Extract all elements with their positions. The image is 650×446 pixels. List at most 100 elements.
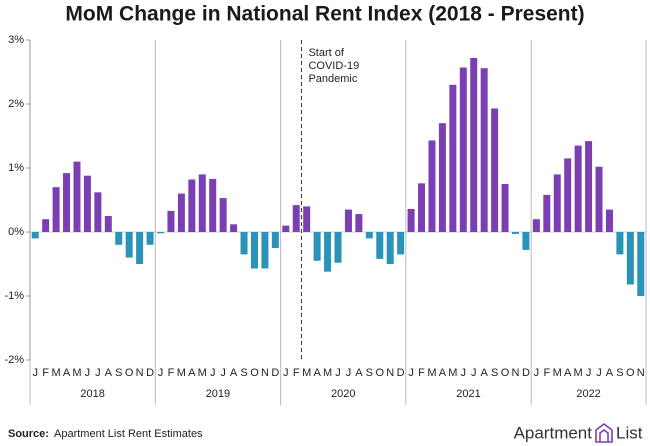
bar xyxy=(240,232,248,255)
source-label: Source: xyxy=(8,428,49,440)
bar xyxy=(480,68,488,232)
bar xyxy=(209,178,217,232)
x-tick-label: J xyxy=(534,367,540,379)
x-tick-label: O xyxy=(375,367,384,379)
x-tick-label: S xyxy=(616,367,623,379)
x-tick-label: S xyxy=(115,367,122,379)
bar xyxy=(94,192,102,232)
bar xyxy=(365,232,373,239)
bar xyxy=(104,216,112,232)
year-label: 2022 xyxy=(576,388,600,400)
x-tick-label: F xyxy=(293,367,300,379)
bar xyxy=(491,108,499,232)
logo-text: Apartment xyxy=(514,423,593,442)
annotation: COVID-19 xyxy=(308,60,359,72)
bar xyxy=(198,174,206,232)
x-tick-label: O xyxy=(125,367,134,379)
x-tick-label: N xyxy=(136,367,144,379)
x-tick-label: F xyxy=(543,367,550,379)
x-tick-label: M xyxy=(52,367,61,379)
bar xyxy=(595,166,603,232)
bar xyxy=(470,57,478,232)
x-tick-label: A xyxy=(355,367,363,379)
bar xyxy=(31,232,39,239)
bar xyxy=(73,161,81,232)
x-tick-label: A xyxy=(188,367,196,379)
x-tick-label: N xyxy=(261,367,269,379)
x-tick-label: D xyxy=(397,367,405,379)
bar xyxy=(438,123,446,232)
bar xyxy=(449,84,457,232)
logo-text: List xyxy=(616,423,643,442)
x-tick-label: D xyxy=(146,367,154,379)
x-tick-label: F xyxy=(418,367,425,379)
bar xyxy=(585,141,593,232)
x-tick-label: J xyxy=(346,367,352,379)
bar xyxy=(52,187,60,232)
x-tick-label: O xyxy=(626,367,635,379)
x-tick-label: M xyxy=(177,367,186,379)
x-tick-label: A xyxy=(564,367,572,379)
x-tick-label: O xyxy=(250,367,259,379)
bar xyxy=(125,232,133,258)
x-tick-label: M xyxy=(323,367,332,379)
bar xyxy=(167,210,175,232)
bar xyxy=(230,224,238,232)
bar xyxy=(42,219,50,232)
bar xyxy=(136,232,144,264)
bar xyxy=(303,206,311,232)
bar xyxy=(605,209,613,232)
x-tick-label: D xyxy=(522,367,530,379)
bar xyxy=(459,67,467,233)
x-tick-label: A xyxy=(439,367,447,379)
bar xyxy=(532,219,540,232)
y-tick-label: 3% xyxy=(8,34,24,46)
x-tick-label: J xyxy=(471,367,477,379)
bar xyxy=(83,175,91,232)
year-label: 2020 xyxy=(331,388,355,400)
x-tick-label: A xyxy=(313,367,321,379)
x-tick-label: O xyxy=(501,367,510,379)
bar xyxy=(386,232,394,264)
bar xyxy=(324,232,332,272)
x-tick-label: J xyxy=(32,367,38,379)
bar xyxy=(177,193,185,232)
x-tick-label: D xyxy=(271,367,279,379)
bar xyxy=(511,232,519,234)
bar xyxy=(355,214,363,232)
y-tick-label: 0% xyxy=(8,226,24,238)
bar xyxy=(564,158,572,232)
x-tick-label: J xyxy=(220,367,226,379)
bar xyxy=(250,232,258,269)
source: Apartment List Rent Estimates xyxy=(54,428,203,440)
x-tick-label: M xyxy=(72,367,81,379)
x-tick-label: J xyxy=(210,367,216,379)
bar xyxy=(522,232,530,250)
bar xyxy=(63,173,71,232)
bar xyxy=(397,232,405,255)
x-tick-label: A xyxy=(606,367,614,379)
x-tick-label: N xyxy=(512,367,520,379)
x-tick-label: A xyxy=(63,367,71,379)
bar xyxy=(376,232,384,259)
bar xyxy=(428,140,436,232)
x-tick-label: N xyxy=(386,367,394,379)
bar xyxy=(115,232,123,245)
x-tick-label: A xyxy=(230,367,238,379)
bar xyxy=(219,198,227,232)
bar xyxy=(292,205,300,232)
x-tick-label: M xyxy=(302,367,311,379)
x-tick-label: J xyxy=(586,367,592,379)
bar xyxy=(637,232,645,296)
x-tick-label: J xyxy=(596,367,602,379)
x-tick-label: S xyxy=(491,367,498,379)
x-tick-label: M xyxy=(574,367,583,379)
x-tick-label: J xyxy=(85,367,91,379)
bar xyxy=(626,232,634,285)
bar xyxy=(407,208,415,232)
bar xyxy=(553,174,561,232)
logo-icon xyxy=(595,423,613,443)
bar xyxy=(418,183,426,232)
x-tick-label: J xyxy=(158,367,164,379)
bar xyxy=(344,209,352,232)
